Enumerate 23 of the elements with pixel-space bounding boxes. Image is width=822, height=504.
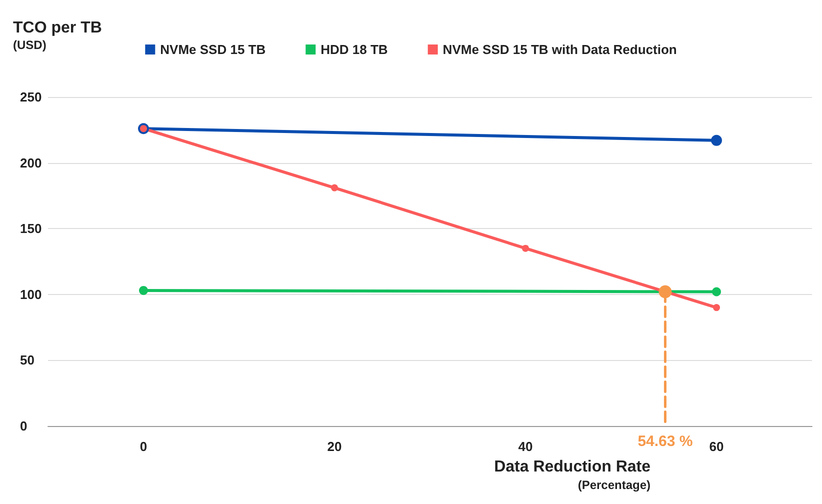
y-tick-label: 100 xyxy=(20,286,42,302)
legend-label: HDD 18 TB xyxy=(320,42,388,57)
y-tick-label: 0 xyxy=(20,418,28,434)
x-tick-label: 20 xyxy=(327,439,342,454)
y-tick-label: 200 xyxy=(20,155,42,170)
x-tick-label: 40 xyxy=(518,439,533,454)
point xyxy=(713,304,720,312)
point xyxy=(331,184,338,192)
point xyxy=(522,244,529,252)
annotation: 54.63 % xyxy=(638,433,693,450)
legend-label: NVMe SSD 15 TB with Data Reduction xyxy=(442,42,677,57)
point xyxy=(712,287,721,296)
x-tick-label: 0 xyxy=(140,439,148,454)
y-tick-label: 150 xyxy=(20,221,42,236)
legend-label: NVMe SSD 15 TB xyxy=(160,42,266,57)
x-tick-label: 60 xyxy=(709,439,724,454)
point xyxy=(711,134,722,146)
x-axis-title: Data Reduction Rate (Percentage) xyxy=(494,458,651,492)
y-axis-title: TCO per TB (USD) xyxy=(13,20,102,52)
point xyxy=(658,285,672,298)
point xyxy=(139,286,148,295)
y-tick-label: 250 xyxy=(20,90,42,104)
y-tick-label: 50 xyxy=(20,352,34,368)
